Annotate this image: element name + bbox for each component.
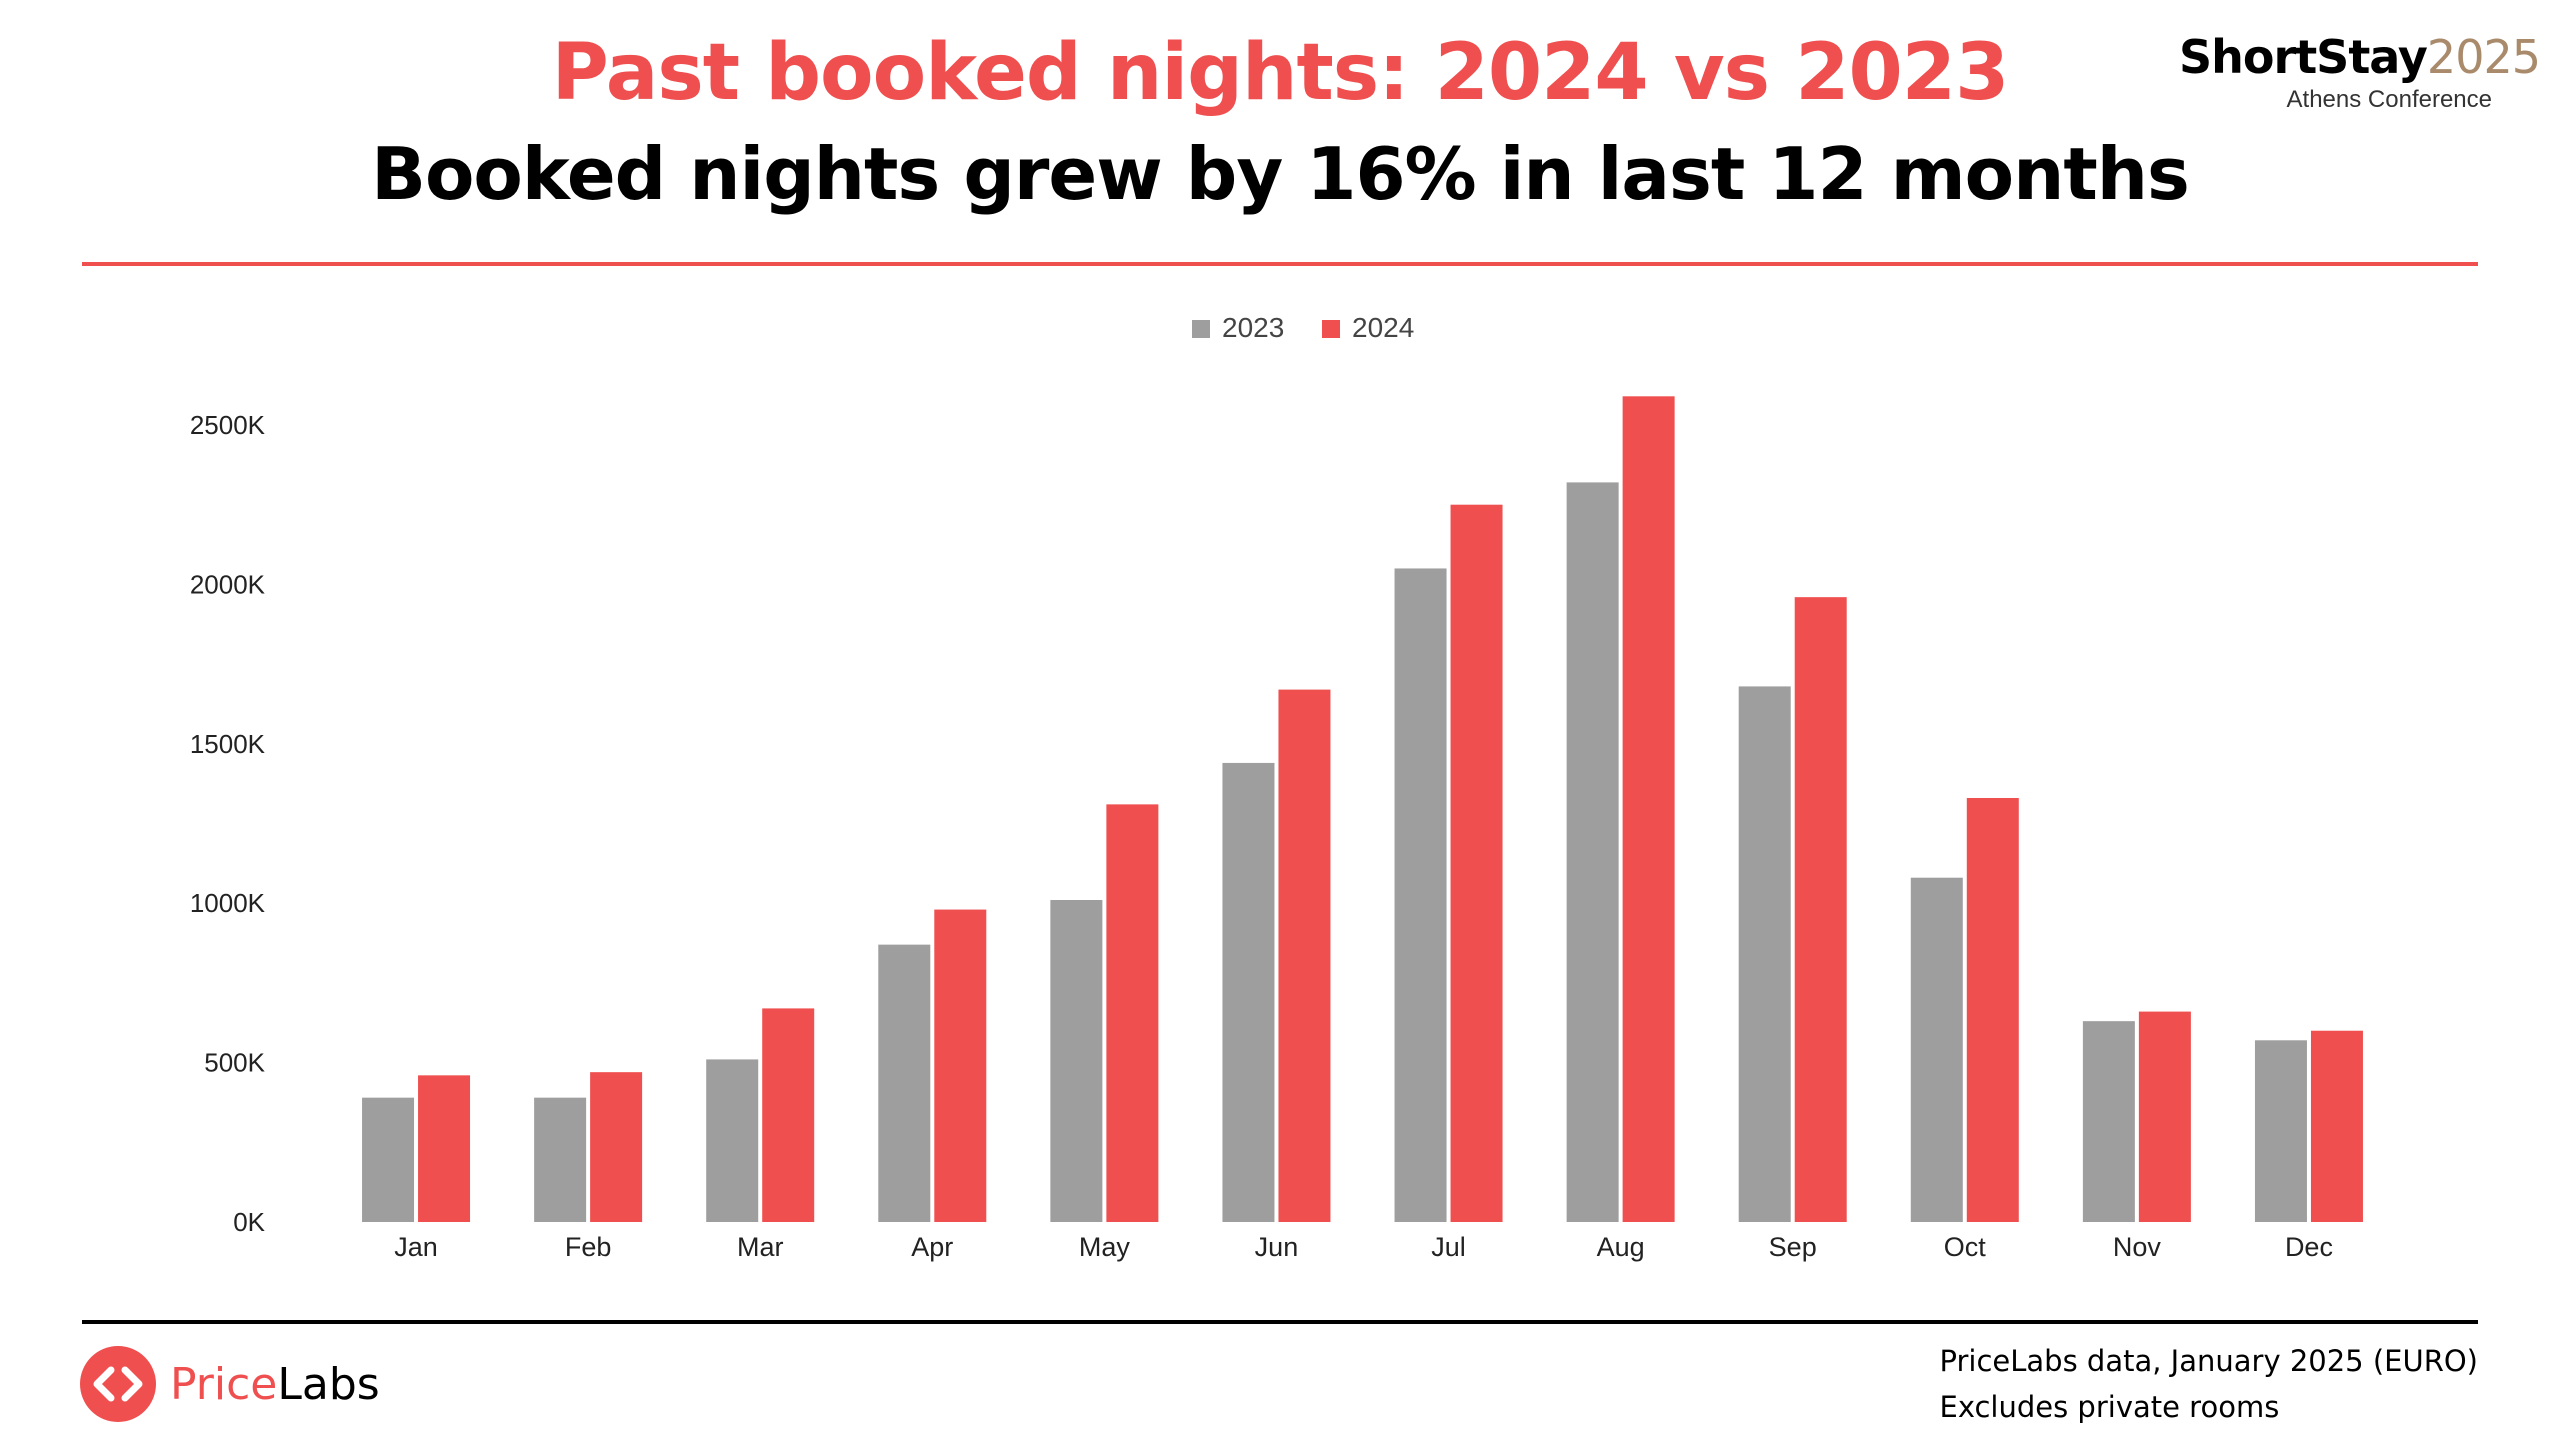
x-tick-label: Oct: [1944, 1232, 1987, 1262]
y-tick-label: 1000K: [190, 888, 266, 918]
header-divider: [82, 262, 2478, 266]
bar-2024: [1450, 504, 1503, 1222]
bar-2024: [1966, 797, 2019, 1222]
pricelabs-icon: [80, 1346, 156, 1422]
x-tick-label: Nov: [2113, 1232, 2162, 1262]
bar-2023: [1566, 482, 1619, 1222]
x-tick-label: May: [1079, 1232, 1131, 1262]
source-line-2: Excludes private rooms: [1939, 1390, 2280, 1424]
x-tick-label: Dec: [2285, 1232, 2333, 1262]
bar-2024: [2310, 1030, 2363, 1222]
bar-2023: [1394, 568, 1447, 1222]
bar-2024: [762, 1008, 815, 1222]
bar-2023: [534, 1097, 587, 1222]
y-tick-label: 500K: [204, 1048, 265, 1078]
x-tick-label: Jul: [1431, 1232, 1466, 1262]
y-tick-label: 0K: [233, 1207, 265, 1237]
brand-tagline: Athens Conference: [2286, 86, 2492, 113]
bar-2023: [362, 1097, 415, 1222]
source-line-1: PriceLabs data, January 2025 (EURO): [1939, 1344, 2479, 1378]
pricelabs-text-labs: Labs: [277, 1358, 380, 1410]
pricelabs-text-price: Price: [170, 1358, 278, 1410]
legend-swatch-2024: [1322, 320, 1340, 338]
legend-swatch-2023: [1192, 320, 1210, 338]
source-note: PriceLabs data, January 2025 (EURO) Excl…: [1940, 1338, 2479, 1430]
bar-2024: [934, 909, 987, 1222]
x-tick-label: Mar: [737, 1232, 784, 1262]
footer-divider: [82, 1320, 2478, 1324]
bar-2024: [590, 1072, 643, 1222]
chart-subtitle: Booked nights grew by 16% in last 12 mon…: [371, 132, 2190, 216]
bar-2023: [1222, 762, 1275, 1222]
bar-2023: [2254, 1040, 2307, 1222]
bar-2023: [1910, 877, 1963, 1222]
x-tick-label: Feb: [565, 1232, 612, 1262]
brand-year: 2025: [2426, 30, 2541, 84]
shortstay-logo: ShortStay2025 Athens Conference: [2140, 30, 2541, 114]
bar-2024: [1278, 689, 1331, 1222]
bar-chart: 0K 500K 1000K 1500K 2000K 2500K Jan Feb Mar Apr Ma…: [190, 312, 2363, 1262]
x-tick-label: Aug: [1597, 1232, 1645, 1262]
bar-2024: [1794, 597, 1847, 1222]
bar-2024: [418, 1075, 471, 1222]
y-tick-label: 1500K: [190, 729, 266, 759]
bar-2023: [2082, 1021, 2135, 1222]
legend-label-2024: 2024: [1352, 312, 1414, 343]
bar-2023: [706, 1059, 759, 1222]
x-tick-label: Jun: [1255, 1232, 1299, 1262]
chart-title: Past booked nights: 2024 vs 2023: [551, 28, 2010, 118]
legend-label-2023: 2023: [1222, 312, 1284, 343]
y-tick-label: 2500K: [190, 410, 266, 440]
y-tick-label: 2000K: [190, 569, 266, 599]
bar-2024: [2138, 1011, 2191, 1222]
bar-2023: [878, 944, 931, 1222]
bar-2024: [1106, 804, 1159, 1222]
x-tick-label: Jan: [394, 1232, 438, 1262]
x-tick-label: Sep: [1769, 1232, 1817, 1262]
bar-2023: [1738, 686, 1791, 1222]
pricelabs-logo: PriceLabs: [80, 1346, 380, 1422]
brand-name: ShortStay: [2179, 30, 2428, 84]
bar-2023: [1050, 900, 1103, 1222]
bar-2024: [1622, 396, 1675, 1222]
x-tick-label: Apr: [911, 1232, 953, 1262]
